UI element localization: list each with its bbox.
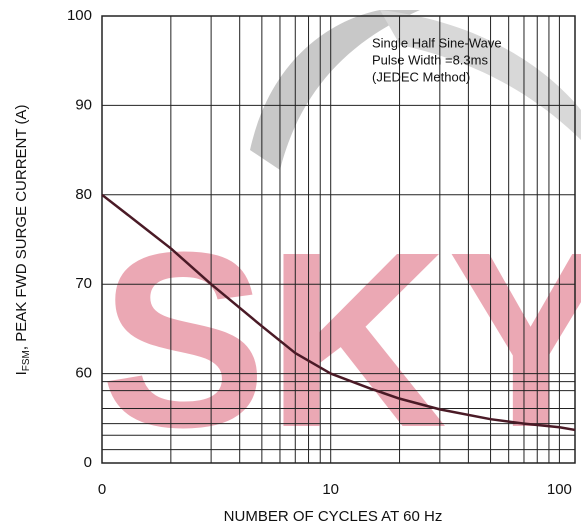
y-axis-title: , PEAK FWD SURGE CURRENT (A)	[13, 105, 30, 351]
logo-swoosh	[250, 10, 420, 170]
watermark: SKY	[100, 200, 581, 479]
y-axis-label: IFSM, PEAK FWD SURGE CURRENT (A)	[13, 105, 32, 376]
logo-swoosh	[380, 10, 581, 140]
y-tick-label: 70	[75, 275, 92, 292]
y-tick-label: 100	[67, 7, 92, 24]
y-tick-label: 0	[84, 454, 92, 471]
line-series	[101, 193, 576, 432]
y-axis-subscript: FSM	[21, 350, 32, 371]
y-tick-label: 60	[75, 365, 92, 382]
x-tick-label: 10	[322, 481, 339, 498]
x-axis-label: NUMBER OF CYCLES AT 60 Hz	[224, 508, 443, 525]
annotation: (JEDEC Method)	[372, 69, 470, 84]
y-tick-label: 90	[75, 96, 92, 113]
x-tick-label: 0	[98, 481, 106, 498]
plot-frame	[101, 15, 576, 464]
annotation: Pulse Width =8.3ms	[372, 52, 488, 67]
y-axis-symbol: I	[13, 371, 30, 375]
y-tick-label: 80	[75, 186, 92, 203]
plot-area	[101, 15, 576, 464]
x-tick-label: 100	[547, 481, 572, 498]
annotation: Single Half Sine-Wave	[372, 35, 502, 50]
